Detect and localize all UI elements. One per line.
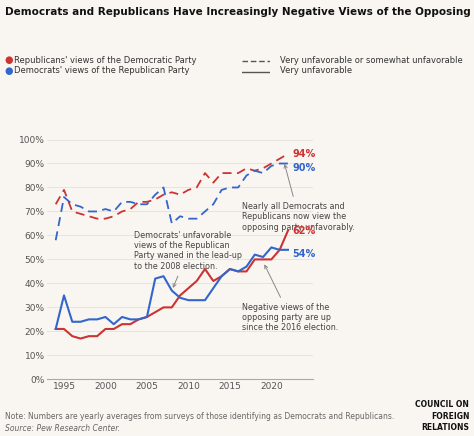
Text: 90%: 90% [292, 163, 315, 173]
Text: Source: Pew Research Center.: Source: Pew Research Center. [5, 424, 120, 433]
Text: COUNCIL ON
FOREIGN
RELATIONS: COUNCIL ON FOREIGN RELATIONS [415, 400, 469, 432]
Text: ●: ● [5, 66, 13, 75]
Text: ●: ● [5, 55, 13, 65]
Text: 94%: 94% [292, 149, 315, 159]
Text: Nearly all Democrats and
Republicans now view the
opposing party unfavorably.: Nearly all Democrats and Republicans now… [242, 165, 355, 232]
Text: Note: Numbers are yearly averages from surveys of those identifying as Democrats: Note: Numbers are yearly averages from s… [5, 412, 394, 421]
Text: 62%: 62% [292, 226, 315, 235]
Text: Very unfavorable: Very unfavorable [280, 66, 352, 75]
Text: Democrats and Republicans Have Increasingly Negative Views of the Opposing Party: Democrats and Republicans Have Increasin… [5, 7, 474, 17]
Text: Negative views of the
opposing party are up
since the 2016 election.: Negative views of the opposing party are… [242, 265, 338, 332]
Text: 54%: 54% [292, 249, 315, 259]
Text: Republicans' views of the Democratic Party: Republicans' views of the Democratic Par… [14, 56, 197, 65]
Text: Democrats' views of the Republican Party: Democrats' views of the Republican Party [14, 66, 190, 75]
Text: Democrats' unfavorable
views of the Republican
Party waned in the lead-up
to the: Democrats' unfavorable views of the Repu… [135, 231, 243, 287]
Text: Very unfavorable or somewhat unfavorable: Very unfavorable or somewhat unfavorable [280, 56, 463, 65]
